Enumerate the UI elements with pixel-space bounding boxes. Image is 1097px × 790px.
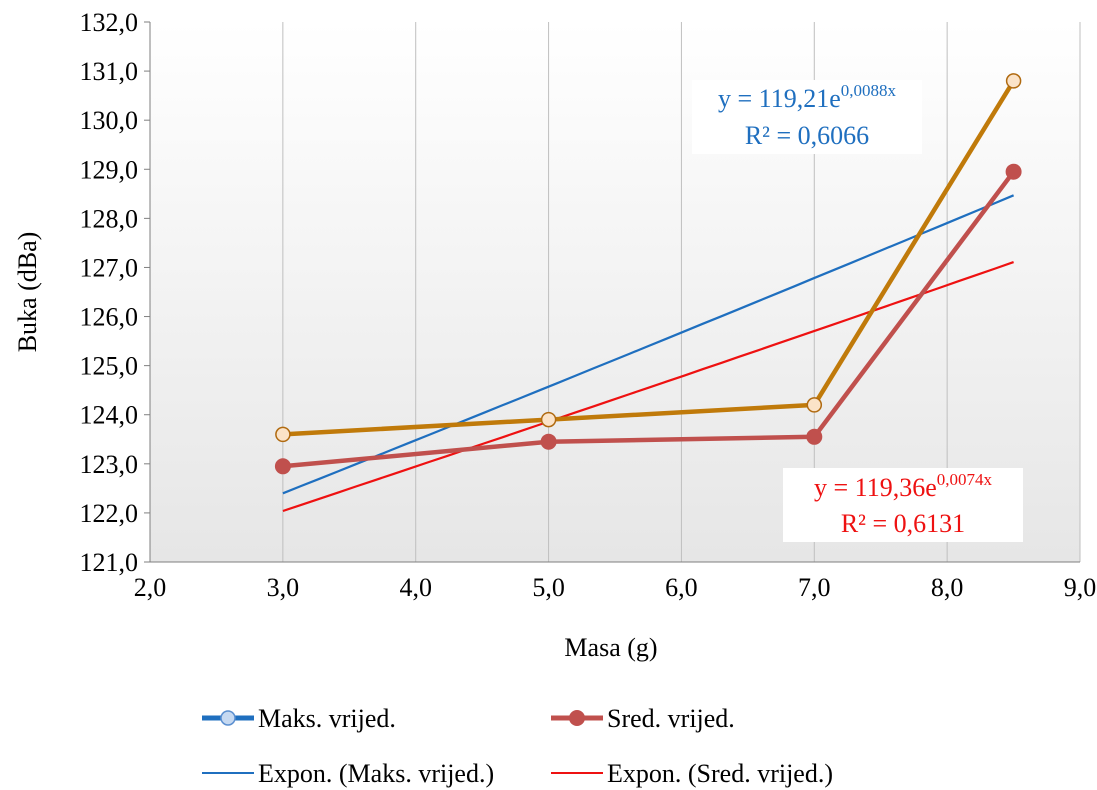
equation-sred: y = 119,36e0,0074x (814, 470, 993, 502)
y-tick-label: 122,0 (80, 499, 139, 528)
x-tick-label: 4,0 (399, 573, 432, 602)
legend-label-expon-sred: Expon. (Sred. vrijed.) (607, 759, 833, 788)
data-point-sred (806, 428, 823, 445)
x-tick-label: 8,0 (931, 573, 964, 602)
y-tick-label: 124,0 (80, 401, 139, 430)
legend-item-expon-maks[interactable]: Expon. (Maks. vrijed.) (202, 759, 494, 788)
y-tick-label: 130,0 (80, 106, 139, 135)
y-tick-label: 121,0 (80, 548, 139, 577)
data-point-sred (1005, 163, 1022, 180)
series-lines (274, 73, 1022, 475)
y-tick-label: 125,0 (80, 352, 139, 381)
legend-item-expon-sred[interactable]: Expon. (Sred. vrijed.) (551, 759, 833, 788)
y-tick-label: 132,0 (80, 8, 139, 37)
x-tick-label: 9,0 (1064, 573, 1097, 602)
y-tick-label: 123,0 (80, 450, 139, 479)
series-line-sred (282, 170, 1016, 469)
data-point-maks (1005, 73, 1022, 89)
trendline-maks (282, 194, 1015, 495)
x-tick-label: 5,0 (532, 573, 565, 602)
series-line-maks (282, 79, 1016, 437)
x-tick-label: 3,0 (267, 573, 300, 602)
legend-item-sred[interactable]: Sred. vrijed. (551, 704, 735, 733)
trendline-sred (282, 261, 1014, 513)
y-tick-label: 126,0 (80, 303, 139, 332)
data-point-sred (540, 433, 557, 450)
x-axis-title: Masa (g) (564, 633, 657, 662)
y-axis-title: Buka (dBa) (13, 232, 42, 353)
tick-labels: 2,0 3,0 4,0 5,0 6,0 7,0 8,0 9,0 121,0 122,0 123,0 1… (80, 8, 1097, 602)
y-tick-label: 131,0 (80, 57, 139, 86)
legend-label-expon-maks: Expon. (Maks. vrijed.) (258, 759, 494, 788)
x-tick-label: 7,0 (798, 573, 831, 602)
trendlines (282, 194, 1015, 513)
y-tick-label: 128,0 (80, 204, 139, 233)
legend-item-maks[interactable]: Maks. vrijed. (202, 704, 396, 733)
y-tick-label: 127,0 (80, 253, 139, 282)
data-point-maks (540, 411, 557, 428)
r2-sred: R² = 0,6131 (841, 509, 965, 538)
equation-maks: y = 119,21e0,0088x (718, 81, 897, 113)
x-tick-label: 6,0 (665, 573, 698, 602)
data-point-maks (275, 426, 291, 443)
legend-label-maks: Maks. vrijed. (258, 704, 396, 733)
data-point-maks (806, 397, 823, 413)
axes (144, 21, 1080, 563)
data-point-sred (274, 458, 291, 475)
legend: Maks. vrijed. Sred. vrijed. Expon. (Maks… (202, 704, 833, 788)
legend-marker-sred (569, 710, 585, 726)
legend-marker-maks (220, 710, 236, 726)
x-tick-label: 2,0 (134, 573, 167, 602)
legend-label-sred: Sred. vrijed. (607, 704, 735, 733)
y-tick-label: 129,0 (80, 155, 139, 184)
equation-box-sred (783, 468, 1023, 542)
equation-box-maks (692, 80, 922, 154)
r2-maks: R² = 0,6066 (745, 121, 869, 150)
